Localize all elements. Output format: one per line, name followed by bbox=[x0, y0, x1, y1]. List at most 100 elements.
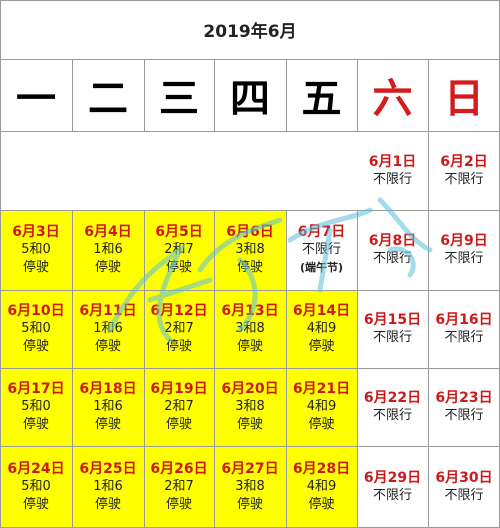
grid-line-v bbox=[144, 59, 145, 131]
grid-line-v bbox=[357, 210, 358, 528]
day-date: 6月28日 bbox=[292, 461, 351, 477]
plate-rule: 5和0 bbox=[21, 242, 51, 257]
day-status: 停驶 bbox=[165, 260, 192, 275]
weekday-header-1: 二 bbox=[88, 76, 128, 122]
day-status: 不限行 bbox=[372, 251, 412, 266]
grid-line-v bbox=[286, 210, 287, 528]
plate-rule: 2和7 bbox=[164, 321, 194, 336]
weekday-header-6: 日 bbox=[444, 76, 484, 122]
plate-rule: 5和0 bbox=[21, 321, 51, 336]
holiday-note: (端午节) bbox=[299, 261, 344, 274]
day-cell: 6月10日 5和0 停驶 bbox=[0, 290, 72, 368]
plate-rule: 3和8 bbox=[235, 479, 265, 494]
day-cell: 6月25日 1和6 停驶 bbox=[72, 446, 144, 528]
day-status: 停驶 bbox=[165, 339, 192, 354]
day-status: 不限行 bbox=[444, 330, 484, 345]
day-date: 6月26日 bbox=[150, 461, 208, 477]
grid-line-h bbox=[0, 131, 500, 132]
day-status: 停驶 bbox=[94, 260, 121, 275]
day-status: 不限行 bbox=[372, 488, 412, 503]
day-cell: 6月13日 3和8 停驶 bbox=[214, 290, 286, 368]
plate-rule: 4和9 bbox=[306, 399, 337, 414]
day-date: 6月22日 bbox=[363, 390, 422, 406]
day-cell: 6月1日 不限行 bbox=[357, 131, 428, 210]
day-cell: 6月18日 1和6 停驶 bbox=[72, 368, 144, 446]
day-date: 6月9日 bbox=[440, 233, 488, 249]
day-date: 6月27日 bbox=[221, 461, 279, 477]
day-date: 6月29日 bbox=[363, 470, 422, 486]
day-status: 不限行 bbox=[444, 171, 484, 187]
grid-line-v bbox=[72, 210, 73, 528]
day-date: 6月10日 bbox=[7, 303, 65, 319]
day-cell: 6月2日 不限行 bbox=[428, 131, 500, 210]
day-status: 停驶 bbox=[308, 417, 335, 432]
day-status: 不限行 bbox=[444, 408, 484, 423]
day-cell: 6月20日 3和8 停驶 bbox=[214, 368, 286, 446]
weekday-header-3: 四 bbox=[230, 76, 270, 122]
day-cell: 6月15日不限行 bbox=[357, 290, 428, 368]
day-status: 停驶 bbox=[236, 417, 263, 432]
calendar-title: 2019年6月 bbox=[203, 22, 297, 42]
day-date: 6月17日 bbox=[7, 381, 65, 397]
day-status: 停驶 bbox=[94, 339, 121, 354]
day-status: 不限行 bbox=[372, 330, 412, 345]
weekday-header-5: 六 bbox=[372, 76, 413, 122]
day-status: 停驶 bbox=[308, 497, 335, 512]
grid-line-h bbox=[0, 0, 500, 1]
plate-rule: 1和6 bbox=[93, 399, 123, 414]
day-status: 停驶 bbox=[22, 260, 49, 275]
plate-rule: 3和8 bbox=[235, 321, 265, 336]
day-cell: 6月12日 2和7 停驶 bbox=[144, 290, 214, 368]
day-status: 停驶 bbox=[165, 417, 192, 432]
day-date: 6月19日 bbox=[150, 381, 208, 397]
day-date: 6月14日 bbox=[292, 303, 351, 319]
day-status: 停驶 bbox=[308, 339, 335, 354]
day-cell: 6月23日不限行 bbox=[428, 368, 500, 446]
day-cell: 6月3日 5和0 停驶 bbox=[0, 210, 72, 290]
day-date: 6月12日 bbox=[150, 303, 208, 319]
weekday-header-2: 三 bbox=[159, 76, 199, 122]
day-status: 不限行 bbox=[372, 171, 412, 187]
day-cell: 6月21日 4和9 停驶 bbox=[286, 368, 357, 446]
day-date: 6月20日 bbox=[221, 381, 279, 397]
day-cell: 6月14日 4和9 停驶 bbox=[286, 290, 357, 368]
grid-line-h bbox=[0, 290, 500, 291]
day-date: 6月25日 bbox=[79, 461, 137, 477]
grid-line-v bbox=[357, 59, 358, 131]
grid-line-h bbox=[0, 59, 500, 60]
day-status: 不限行 bbox=[444, 251, 484, 266]
day-cell: 6月5日 2和7 停驶 bbox=[144, 210, 214, 290]
day-date: 6月23日 bbox=[435, 390, 493, 406]
day-status: 停驶 bbox=[236, 497, 263, 512]
grid-line-v bbox=[214, 210, 215, 528]
day-cell: 6月29日不限行 bbox=[357, 446, 428, 528]
day-status: 停驶 bbox=[236, 260, 263, 275]
day-status: 停驶 bbox=[165, 497, 192, 512]
day-date: 6月24日 bbox=[7, 461, 65, 477]
day-cell: 6月27日 3和8 停驶 bbox=[214, 446, 286, 528]
plate-rule: 4和9 bbox=[306, 321, 337, 336]
grid-line-v bbox=[0, 0, 1, 528]
day-cell: 6月16日不限行 bbox=[428, 290, 500, 368]
weekday-header-4: 五 bbox=[301, 76, 342, 122]
day-status: 停驶 bbox=[94, 497, 121, 512]
day-date: 6月8日 bbox=[368, 233, 417, 249]
day-cell: 6月6日 3和8 停驶 bbox=[214, 210, 286, 290]
grid-line-v bbox=[72, 59, 73, 131]
day-date: 6月16日 bbox=[435, 312, 493, 328]
day-cell: 6月11日 1和6 停驶 bbox=[72, 290, 144, 368]
day-cell: 6月8日不限行 bbox=[357, 210, 428, 290]
day-status: 不限行 bbox=[301, 242, 341, 257]
day-cell: 6月30日 不限行 bbox=[428, 446, 500, 528]
day-date: 6月15日 bbox=[363, 312, 422, 328]
day-status: 停驶 bbox=[94, 417, 121, 432]
day-cell: 6月17日 5和0 停驶 bbox=[0, 368, 72, 446]
plate-rule: 2和7 bbox=[164, 479, 194, 494]
grid-line-v bbox=[428, 59, 429, 528]
grid-line-v bbox=[214, 59, 215, 131]
plate-rule: 3和8 bbox=[235, 399, 265, 414]
plate-rule: 1和6 bbox=[93, 479, 123, 494]
grid-line-v bbox=[286, 59, 287, 131]
day-cell: 6月28日 4和9 停驶 bbox=[286, 446, 357, 528]
plate-rule: 4和9 bbox=[306, 479, 337, 494]
